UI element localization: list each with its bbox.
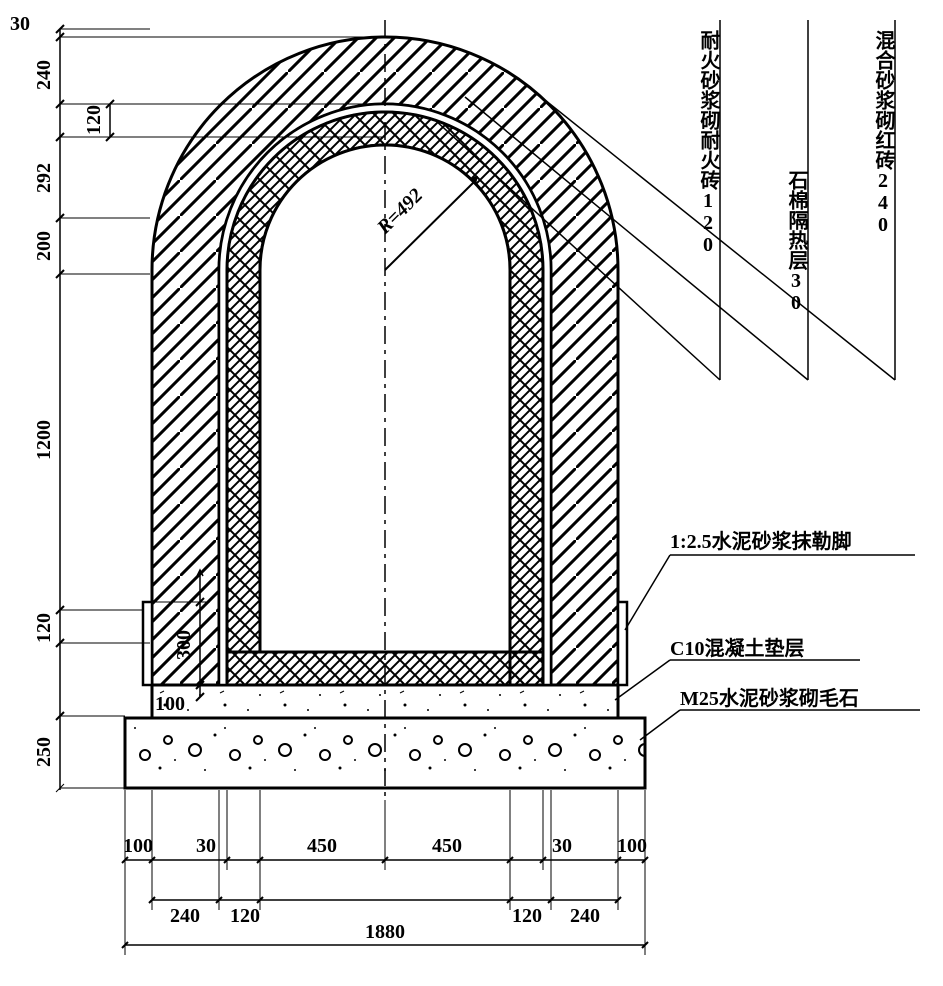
bottom-dimensions: 100 30 450 450 30 100 240 120 120 240 18… [122, 790, 648, 955]
svg-text:30: 30 [196, 835, 216, 857]
svg-text:300: 300 [173, 630, 195, 660]
svg-text:30: 30 [10, 13, 30, 35]
label-concrete: C10混凝土垫层 [670, 632, 804, 661]
svg-text:240: 240 [170, 905, 200, 927]
diagram-container: R=492 30 [0, 0, 943, 986]
svg-text:292: 292 [33, 163, 55, 193]
svg-text:30: 30 [552, 835, 572, 857]
svg-text:450: 450 [432, 835, 462, 857]
svg-text:120: 120 [230, 905, 260, 927]
label-asbestos: 石棉隔热层30 [782, 170, 811, 370]
svg-text:240: 240 [33, 60, 55, 90]
svg-text:1880: 1880 [365, 921, 405, 943]
label-rubble: M25水泥砂浆砌毛石 [680, 682, 859, 711]
svg-text:100: 100 [155, 693, 185, 715]
label-redbrick: 混合砂浆砌红砖240 [869, 30, 898, 370]
svg-text:120: 120 [33, 613, 55, 643]
label-firebrick: 耐火砂浆砌耐火砖120 [694, 30, 723, 370]
svg-text:200: 200 [33, 231, 55, 261]
svg-text:1200: 1200 [33, 420, 55, 460]
section-drawing: R=492 30 [0, 0, 943, 986]
svg-text:240: 240 [570, 905, 600, 927]
svg-text:250: 250 [33, 737, 55, 767]
label-plinth: 1:2.5水泥砂浆抹勒脚 [670, 525, 852, 554]
svg-text:100: 100 [617, 835, 647, 857]
svg-text:120: 120 [83, 105, 105, 135]
svg-text:120: 120 [512, 905, 542, 927]
plinth-right [618, 602, 627, 685]
svg-text:100: 100 [123, 835, 153, 857]
rubble-leader [640, 710, 920, 740]
plinth-leader [625, 555, 915, 630]
svg-text:450: 450 [307, 835, 337, 857]
